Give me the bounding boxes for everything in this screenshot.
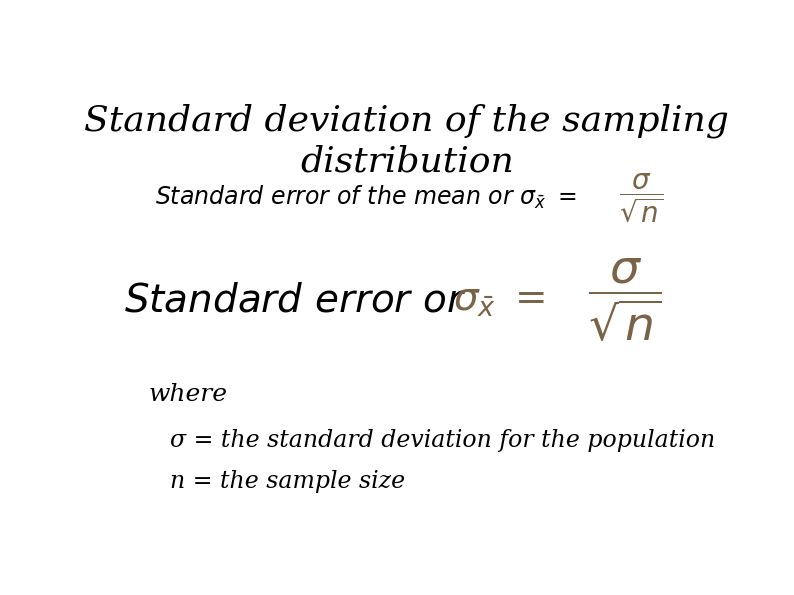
Text: $\dfrac{\sigma}{\sqrt{n}}$: $\dfrac{\sigma}{\sqrt{n}}$ <box>619 171 664 224</box>
Text: $\dfrac{\sigma}{\sqrt{n}}$: $\dfrac{\sigma}{\sqrt{n}}$ <box>588 257 662 344</box>
Text: where: where <box>148 383 227 406</box>
Text: $\mathbf{\mathit{Standard\ error\ or}}$: $\mathbf{\mathit{Standard\ error\ or}}$ <box>124 281 466 320</box>
Text: $\mathbf{\mathit{\sigma_{\bar{x}}\ =}}$: $\mathbf{\mathit{\sigma_{\bar{x}}\ =}}$ <box>453 281 545 320</box>
Text: Standard deviation of the sampling
distribution: Standard deviation of the sampling distr… <box>84 104 730 178</box>
Text: $\mathbf{\mathit{Standard\ error\ of\ the\ mean}}$$\mathit{\ or\ \sigma_{\bar{x}: $\mathbf{\mathit{Standard\ error\ of\ th… <box>155 184 576 211</box>
Text: n = the sample size: n = the sample size <box>170 470 405 493</box>
Text: σ = the standard deviation for the population: σ = the standard deviation for the popul… <box>170 429 715 452</box>
